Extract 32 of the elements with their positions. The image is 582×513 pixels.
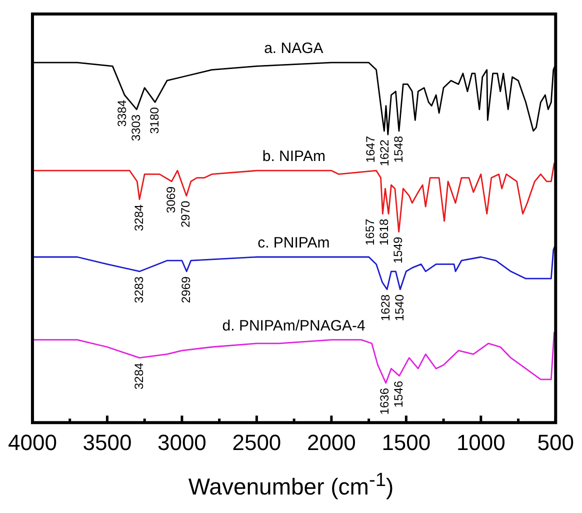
annotation: 1548 xyxy=(391,136,406,163)
series-label: a. NAGA xyxy=(264,40,324,58)
series-label: b. NIPAm xyxy=(262,148,326,166)
annotation: 1546 xyxy=(392,380,406,408)
x-axis-title: Wavenumber (cm$^{-1}$) xyxy=(187,470,395,501)
annotation: 3284 xyxy=(132,362,146,390)
annotation: 3283 xyxy=(132,276,146,304)
annotation: 2970 xyxy=(178,200,193,228)
annotation: 3284 xyxy=(132,204,146,232)
annotation: 1622 xyxy=(377,139,392,166)
annotation: 3384 xyxy=(114,100,129,127)
annotation: 1549 xyxy=(391,236,406,264)
x-tick-label: 1000 xyxy=(456,430,506,455)
x-tick-label: 3000 xyxy=(157,430,206,455)
annotation: 1540 xyxy=(392,294,406,322)
annotation: 3069 xyxy=(164,186,178,214)
x-tick-label: 2000 xyxy=(306,430,356,455)
series-label: d. PNIPAm/PNAGA-4 xyxy=(222,317,366,334)
x-tick-label: 500 xyxy=(537,430,574,455)
x-tick-label: 4000 xyxy=(8,430,57,455)
annotation: 1647 xyxy=(363,136,378,163)
x-tick-label: 3500 xyxy=(82,430,132,455)
annotation: 2969 xyxy=(178,276,193,304)
annotation: 1618 xyxy=(377,218,392,246)
x-tick-label: 1500 xyxy=(382,430,431,455)
annotation: 3303 xyxy=(128,114,143,142)
annotation: 1636 xyxy=(378,388,392,415)
x-tick-label: 2500 xyxy=(232,430,282,455)
annotation: 1628 xyxy=(378,294,392,322)
series-label: c. PNIPAm xyxy=(258,234,330,252)
annotation: 3180 xyxy=(147,106,162,134)
annotation: 1657 xyxy=(363,218,378,246)
